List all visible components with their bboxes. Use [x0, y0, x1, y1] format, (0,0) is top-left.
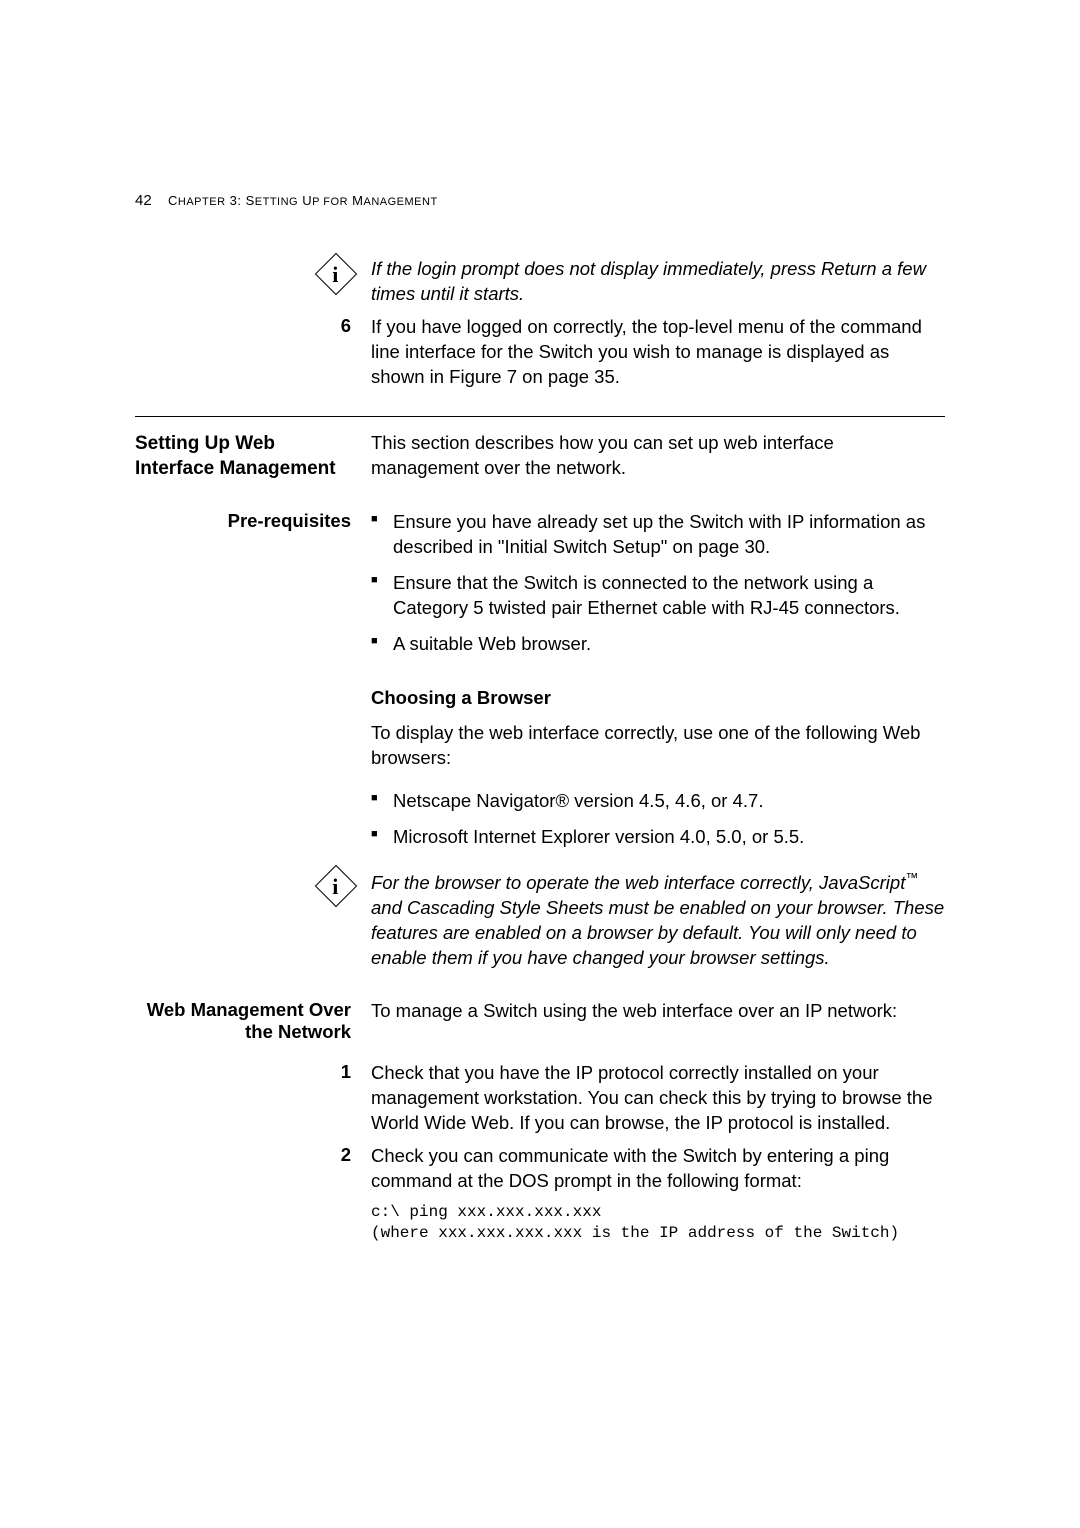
prereq-item-2: Ensure that the Switch is connected to t…: [371, 571, 945, 621]
prerequisites-heading: Pre-requisites: [135, 510, 371, 668]
step-2-text: Check you can communicate with the Switc…: [371, 1144, 945, 1245]
step-number-2: 2: [135, 1144, 371, 1245]
choosing-browser-intro: To display the web interface correctly, …: [371, 721, 945, 771]
step-number-6: 6: [135, 315, 371, 390]
ping-where: (where xxx.xxx.xxx.xxx is the IP address…: [371, 1223, 945, 1245]
info-icon: [315, 253, 357, 295]
page-number: 42: [135, 192, 152, 209]
section-divider: [135, 416, 945, 417]
web-mgmt-heading: Web Management Over the Network: [135, 999, 371, 1043]
section-heading-web-interface: Setting Up Web Interface Management: [135, 431, 371, 482]
chapter-header: CHAPTER 3: SETTING UP FOR MANAGEMENT: [168, 193, 438, 208]
step-number-1: 1: [135, 1061, 371, 1136]
note-login-prompt: If the login prompt does not display imm…: [371, 257, 945, 307]
choosing-browser-heading: Choosing a Browser: [371, 686, 945, 711]
step-1-text: Check that you have the IP protocol corr…: [371, 1061, 945, 1136]
prereq-item-1: Ensure you have already set up the Switc…: [371, 510, 945, 560]
ping-command: c:\ ping xxx.xxx.xxx.xxx: [371, 1202, 945, 1224]
prereq-item-3: A suitable Web browser.: [371, 632, 945, 657]
page-content: If the login prompt does not display imm…: [135, 257, 945, 1253]
info-icon: [315, 865, 357, 907]
browser-item-1: Netscape Navigator® version 4.5, 4.6, or…: [371, 789, 945, 814]
web-mgmt-intro: To manage a Switch using the web interfa…: [371, 999, 945, 1043]
prerequisites-list: Ensure you have already set up the Switc…: [371, 510, 945, 668]
section-intro: This section describes how you can set u…: [371, 431, 945, 482]
step-6-text: If you have logged on correctly, the top…: [371, 315, 945, 390]
browser-item-2: Microsoft Internet Explorer version 4.0,…: [371, 825, 945, 850]
browser-list: Netscape Navigator® version 4.5, 4.6, or…: [371, 789, 945, 861]
note-javascript: For the browser to operate the web inter…: [371, 869, 945, 971]
